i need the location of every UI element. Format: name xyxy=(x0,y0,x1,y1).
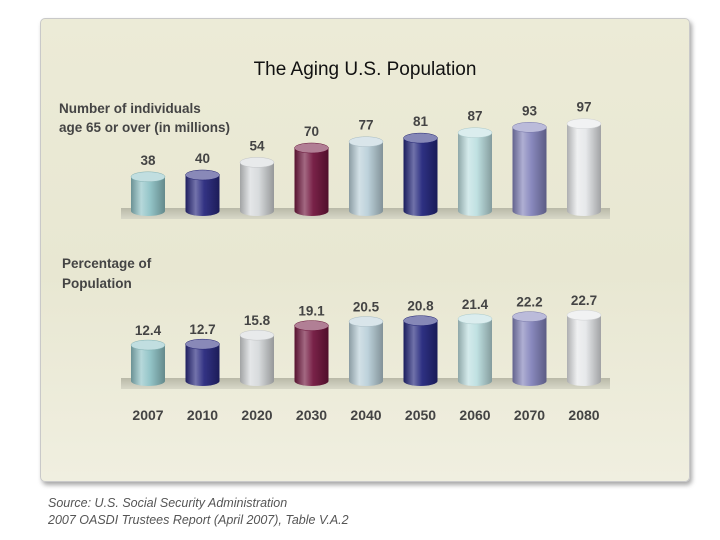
series-label-percent: Percentage of Population xyxy=(62,256,152,291)
x-tick-2050: 2050 xyxy=(405,407,436,423)
x-tick-2070: 2070 xyxy=(514,407,545,423)
series-label-count: Number of individuals age 65 or over (in… xyxy=(59,101,230,135)
bar-percent-2030 xyxy=(294,320,329,387)
value-label-count-2070: 93 xyxy=(522,103,538,118)
value-label-count-2040: 77 xyxy=(358,118,373,133)
chart-panel xyxy=(40,18,690,482)
source-note: Source: U.S. Social Security Administrat… xyxy=(48,495,349,529)
value-label-count-2080: 97 xyxy=(576,100,591,115)
x-tick-2007: 2007 xyxy=(132,407,163,423)
series-label-percent-line-1: Percentage of xyxy=(62,256,152,271)
value-label-count-2050: 81 xyxy=(413,114,429,129)
bar-percent-2080 xyxy=(566,309,602,386)
x-tick-2010: 2010 xyxy=(187,407,218,423)
value-label-percent-2007: 12.4 xyxy=(135,323,162,338)
x-tick-2030: 2030 xyxy=(296,407,327,423)
value-label-count-2060: 87 xyxy=(467,109,482,124)
value-label-percent-2050: 20.8 xyxy=(407,299,434,314)
value-label-count-2030: 70 xyxy=(304,124,319,139)
series-label-count-line-1: Number of individuals xyxy=(59,101,201,116)
value-label-percent-2070: 22.2 xyxy=(516,295,542,310)
bar-count-2040 xyxy=(348,136,384,216)
bar-count-2060 xyxy=(457,127,493,216)
value-label-count-2020: 54 xyxy=(249,138,265,153)
value-label-percent-2020: 15.8 xyxy=(244,313,271,328)
bar-count-2030 xyxy=(294,142,329,216)
bar-percent-2060 xyxy=(457,313,493,386)
x-tick-2080: 2080 xyxy=(568,407,599,423)
bar-count-2050 xyxy=(403,132,438,216)
bar-percent-2010 xyxy=(185,338,220,387)
bar-count-2080 xyxy=(566,118,602,216)
bar-percent-2007 xyxy=(130,339,166,386)
bar-percent-2020 xyxy=(239,329,275,386)
x-tick-2060: 2060 xyxy=(459,407,490,423)
bar-percent-2040 xyxy=(348,316,384,386)
x-tick-2040: 2040 xyxy=(350,407,381,423)
bar-count-2020 xyxy=(239,157,275,216)
x-tick-2020: 2020 xyxy=(241,407,272,423)
bar-count-2007 xyxy=(130,171,166,216)
value-label-percent-2080: 22.7 xyxy=(571,293,597,308)
bar-percent-2070 xyxy=(512,311,547,387)
bar-count-2070 xyxy=(512,122,547,216)
value-label-percent-2040: 20.5 xyxy=(353,300,380,315)
series-label-percent-line-2: Population xyxy=(62,276,132,291)
value-label-percent-2010: 12.7 xyxy=(189,322,215,337)
bar-percent-2050 xyxy=(403,315,438,387)
value-label-count-2007: 38 xyxy=(140,153,156,168)
bar-count-2010 xyxy=(185,169,220,216)
series-label-count-line-2: age 65 or over (in millions) xyxy=(59,120,230,135)
plot-area: 38 40 54 70 77 81 87 93 97 12.4 12.7 15.8 19.1 20.5 20… xyxy=(121,100,610,423)
source-line-1: Source: U.S. Social Security Administrat… xyxy=(48,496,288,510)
value-label-percent-2030: 19.1 xyxy=(298,304,325,319)
value-label-count-2010: 40 xyxy=(195,151,210,166)
source-line-2: 2007 OASDI Trustees Report (April 2007),… xyxy=(48,513,349,527)
chart-title: The Aging U.S. Population xyxy=(254,59,477,80)
value-label-percent-2060: 21.4 xyxy=(462,297,489,312)
